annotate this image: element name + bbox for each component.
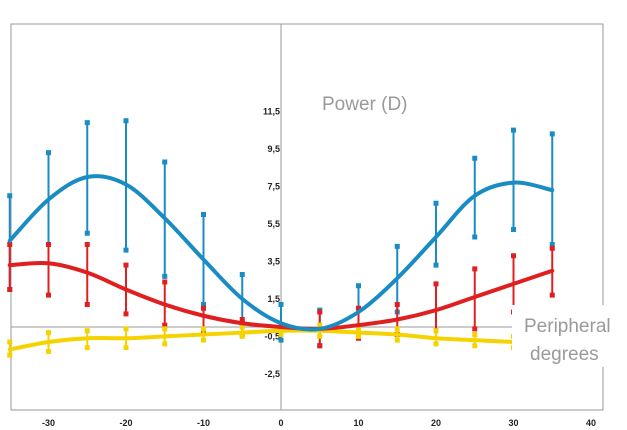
error-bar-cap-top: [7, 193, 13, 199]
peripheral-annotation-line1: Peripheral: [524, 316, 611, 337]
error-bar-cap-top: [123, 262, 129, 268]
error-bar-cap-top: [201, 212, 206, 217]
error-bar-cap-top: [84, 242, 90, 247]
error-bar-cap-top: [7, 339, 13, 345]
annotation-backdrop: [512, 305, 620, 367]
series-curves: [7, 174, 555, 352]
error-bar-cap-top: [239, 324, 245, 330]
y-tick-label: -2,5: [264, 369, 280, 379]
error-bar-cap-top: [46, 150, 51, 156]
x-tick-label: -20: [119, 418, 132, 428]
error-bar-cap-top: [239, 272, 245, 277]
error-bar-cap-top: [472, 155, 478, 161]
error-bar-cap-bottom: [317, 343, 323, 349]
error-bar-cap-bottom: [123, 247, 129, 253]
error-bar-cap-top: [356, 326, 361, 332]
error-bar-cap-top: [46, 330, 51, 336]
error-bar-cap-bottom: [511, 227, 516, 232]
error-bar-cap-top: [239, 317, 245, 322]
error-bar-cap-top: [123, 326, 129, 332]
error-bar-cap-top: [162, 159, 168, 165]
error-bar-cap-top: [317, 309, 323, 315]
error-bar-cap-top: [472, 332, 478, 337]
y-tick-label: 9,5: [267, 144, 280, 154]
error-bar: [46, 242, 51, 298]
peripheral-annotation-line2: degrees: [530, 344, 599, 365]
error-bar-cap-top: [162, 326, 168, 332]
error-bar-cap-top: [123, 118, 129, 124]
error-bar-cap-bottom: [278, 337, 284, 343]
error-bar-cap-top: [394, 302, 400, 307]
error-bar-cap-top: [549, 245, 555, 251]
yellow-series-curve: [7, 328, 516, 352]
error-bar-cap-bottom: [201, 337, 206, 343]
error-bar: [511, 127, 516, 232]
error-bar-cap-top: [7, 242, 13, 247]
y-tick-label: 3,5: [267, 256, 280, 266]
y-tick-label: 5,5: [267, 219, 280, 229]
error-bar-cap-bottom: [123, 345, 129, 351]
error-bar-cap-top: [84, 120, 90, 126]
error-bar-cap-bottom: [278, 332, 284, 337]
x-tick-label: 10: [353, 418, 363, 428]
error-bar-cap-bottom: [46, 348, 51, 354]
error-bar-cap-bottom: [123, 311, 129, 317]
error-bar-cap-bottom: [84, 302, 90, 307]
error-bar-cap-bottom: [549, 242, 555, 247]
error-bar-cap-bottom: [7, 287, 13, 292]
error-bar-cap-bottom: [394, 337, 400, 343]
error-bar-cap-top: [394, 326, 400, 332]
error-bar-cap-bottom: [472, 326, 478, 332]
power-annotation: Power (D): [322, 94, 408, 115]
x-tick-label: 20: [431, 418, 441, 428]
x-tick-label: 40: [586, 418, 596, 428]
error-bar-cap-bottom: [239, 333, 245, 339]
error-bar-cap-top: [433, 328, 439, 334]
plot-frame: [10, 23, 604, 411]
error-bar-cap-bottom: [549, 292, 555, 298]
error-bar-cap-top: [511, 127, 516, 133]
error-bar-cap-bottom: [162, 273, 168, 279]
y-tick-label: -0,5: [264, 331, 280, 341]
y-tick-label: 11,5: [263, 106, 280, 116]
error-bar-cap-bottom: [356, 333, 361, 339]
blue-series-curve: [7, 174, 555, 332]
x-tick-label: -10: [197, 418, 210, 428]
error-bar-cap-top: [433, 200, 439, 206]
error-bar-cap-bottom: [162, 341, 168, 347]
error-bar-cap-top: [278, 302, 284, 307]
error-bar-cap-bottom: [162, 322, 168, 328]
error-bar-cap-top: [511, 253, 516, 259]
error-bar-cap-top: [549, 131, 555, 137]
error-bar-cap-bottom: [84, 230, 90, 236]
x-tick-label: 0: [278, 418, 283, 428]
error-bar-cap-bottom: [472, 234, 478, 240]
error-bar-cap-bottom: [317, 333, 323, 339]
error-bar-cap-top: [472, 266, 478, 272]
error-bar-cap-top: [201, 326, 206, 332]
y-tick-label: 7,5: [267, 181, 280, 191]
error-bar-cap-top: [201, 305, 206, 311]
x-tick-label: 30: [508, 418, 518, 428]
error-bar-cap-top: [317, 322, 323, 328]
error-bar-cap-top: [356, 305, 361, 311]
error-bar-cap-top: [433, 281, 439, 287]
error-bar-cap-bottom: [433, 341, 439, 347]
error-bar-cap-bottom: [201, 302, 206, 307]
y-tick-label: 1,5: [267, 294, 280, 304]
error-bar-cap-top: [46, 242, 51, 247]
x-tick-label: -30: [42, 418, 55, 428]
error-bar-cap-bottom: [472, 343, 478, 349]
red-series-curve: [7, 260, 555, 331]
error-bar-cap-bottom: [7, 352, 13, 358]
error-bar-cap-bottom: [433, 262, 439, 268]
error-bar-cap-top: [394, 243, 400, 249]
error-bar-cap-bottom: [84, 345, 90, 351]
error-bar-cap-top: [356, 283, 361, 289]
error-bar-cap-top: [84, 328, 90, 334]
tick-labels: -30 -20 -10 0 10 20 30 40 -2,5 -0,5 1,5 3,5 5,5 7,5 9,…: [42, 106, 596, 428]
error-bar-cap-bottom: [46, 292, 51, 298]
error-bar-cap-top: [162, 279, 168, 285]
